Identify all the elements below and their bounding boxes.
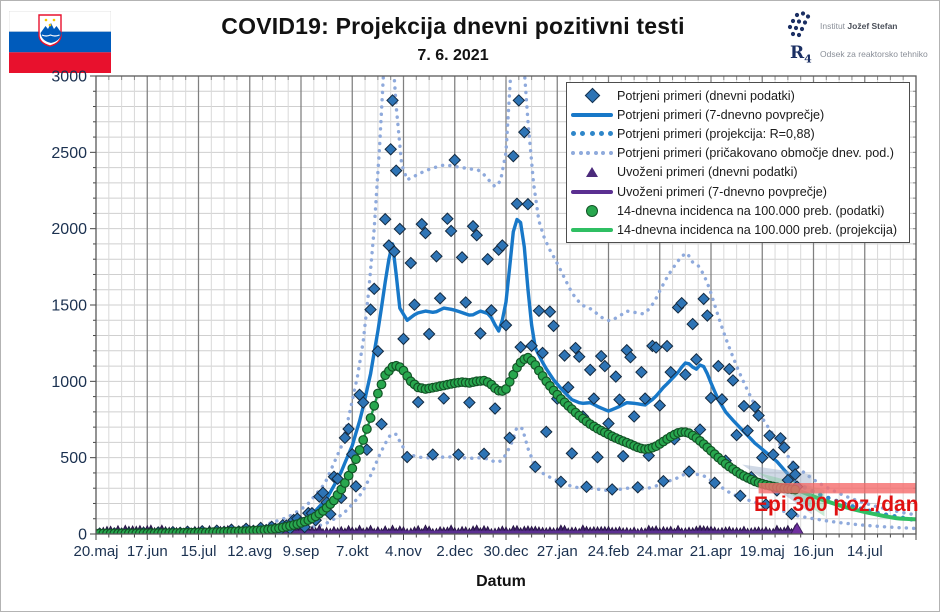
legend-item-2: Potrjeni primeri (projekcija: R=0,88) xyxy=(567,124,909,143)
confirmed-7day-average-line xyxy=(96,217,799,534)
svg-text:9.sep: 9.sep xyxy=(283,543,320,560)
svg-text:21.apr: 21.apr xyxy=(690,543,733,560)
line-purple-marker-icon xyxy=(567,189,617,194)
chart-legend: Potrjeni primeri (dnevni podatki) Potrjen… xyxy=(566,82,910,243)
legend-item-0: Potrjeni primeri (dnevni podatki) xyxy=(567,86,909,105)
svg-text:30.dec: 30.dec xyxy=(483,543,529,560)
legend-label: Potrjeni primeri (7-dnevno povprečje) xyxy=(617,107,825,122)
legend-label: Potrjeni primeri (projekcija: R=0,88) xyxy=(617,126,815,141)
projection-start-marker xyxy=(790,522,804,534)
institute-name: Institut Jožef Stefan xyxy=(820,21,898,31)
x-axis-labels: 20.maj 17.jun 15.jul 12.avg 9.sep 7.okt 4.nov 2… xyxy=(73,543,882,560)
legend-label: Uvoženi primeri (7-dnevno povprečje) xyxy=(617,184,827,199)
svg-text:500: 500 xyxy=(60,450,87,467)
svg-text:1000: 1000 xyxy=(51,374,87,391)
svg-text:19.maj: 19.maj xyxy=(740,543,785,560)
uncertainty-fan-1 xyxy=(758,472,825,517)
legend-item-5: Uvoženi primeri (7-dnevno povprečje) xyxy=(567,182,909,201)
legend-label: Uvoženi primeri (dnevni podatki) xyxy=(617,165,798,180)
slovenia-flag xyxy=(9,11,111,73)
line-blue-marker-icon xyxy=(567,112,617,117)
dots-lightblue-marker-icon xyxy=(567,151,617,156)
projection-date: 7. 6. 2021 xyxy=(417,47,489,64)
ijs-dots-icon xyxy=(787,11,811,38)
page-title: COVID19: Projekcija dnevni pozitivni tes… xyxy=(221,13,685,39)
r4-icon: R4 xyxy=(790,43,812,66)
svg-text:7.okt: 7.okt xyxy=(336,543,369,560)
svg-text:20.maj: 20.maj xyxy=(73,543,118,560)
svg-text:2000: 2000 xyxy=(51,221,87,238)
svg-text:4.nov: 4.nov xyxy=(385,543,422,560)
legend-label: 14-dnevna incidenca na 100.000 preb. (po… xyxy=(617,203,885,218)
y-axis-labels: 0 500 1000 1500 2000 2500 3000 xyxy=(51,69,87,544)
line-green-marker-icon xyxy=(567,227,617,232)
slovenia-coat-of-arms xyxy=(38,14,62,47)
svg-text:16.jun: 16.jun xyxy=(793,543,834,560)
legend-item-3: Potrjeni primeri (pričakovano območje dn… xyxy=(567,144,909,163)
legend-label: Potrjeni primeri (dnevni podatki) xyxy=(617,88,795,103)
svg-text:3000: 3000 xyxy=(51,69,87,86)
x-axis-title: Datum xyxy=(476,573,526,590)
svg-text:27.jan: 27.jan xyxy=(537,543,578,560)
legend-item-6: 14-dnevna incidenca na 100.000 preb. (po… xyxy=(567,201,909,220)
svg-text:24.feb: 24.feb xyxy=(588,543,630,560)
svg-text:24.mar: 24.mar xyxy=(636,543,683,560)
epi-threshold-annotation: Epi 300 poz./dan xyxy=(754,493,919,516)
svg-text:2.dec: 2.dec xyxy=(436,543,473,560)
legend-item-4: Uvoženi primeri (dnevni podatki) xyxy=(567,163,909,182)
legend-item-1: Potrjeni primeri (7-dnevno povprečje) xyxy=(567,105,909,124)
svg-text:12.avg: 12.avg xyxy=(227,543,272,560)
legend-label: Potrjeni primeri (pričakovano območje dn… xyxy=(617,146,894,161)
legend-label: 14-dnevna incidenca na 100.000 preb. (pr… xyxy=(617,222,898,237)
department-name: Odsek za reaktorsko tehniko xyxy=(820,49,928,59)
incidence-projection-line xyxy=(795,487,916,522)
svg-text:14.jul: 14.jul xyxy=(847,543,883,560)
legend-item-7: 14-dnevna incidenca na 100.000 preb. (pr… xyxy=(567,220,909,239)
svg-text:1500: 1500 xyxy=(51,298,87,315)
svg-text:0: 0 xyxy=(78,527,87,544)
svg-text:15.jul: 15.jul xyxy=(181,543,217,560)
plot-border xyxy=(95,75,917,535)
diamond-marker-icon xyxy=(567,87,617,104)
circle-marker-icon xyxy=(567,204,617,217)
svg-text:2500: 2500 xyxy=(51,145,87,162)
expected-range-dotted xyxy=(268,76,916,534)
svg-text:17.jun: 17.jun xyxy=(127,543,168,560)
triangle-marker-icon xyxy=(567,167,617,178)
incidence-data-circles xyxy=(96,352,801,534)
epi-threshold-band xyxy=(758,483,916,494)
dots-blue-marker-icon xyxy=(567,131,617,137)
series-layer xyxy=(96,76,916,534)
ijs-logo: Institut Jožef Stefan R4 Odsek za reakto… xyxy=(782,9,928,67)
